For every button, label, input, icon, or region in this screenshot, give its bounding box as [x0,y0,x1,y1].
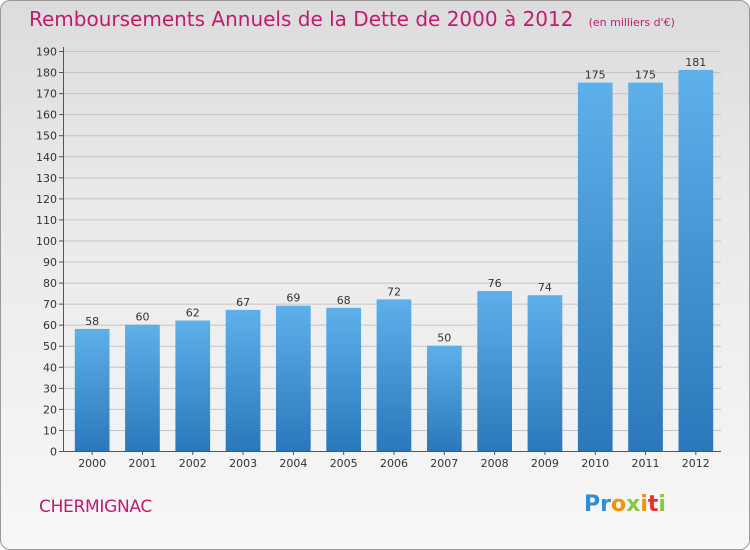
x-tick-label: 2006 [380,457,408,470]
y-tick-label: 150 [36,130,57,143]
x-tick-label: 2008 [481,457,509,470]
logo-letter: x [626,492,641,517]
bar-value-label: 175 [585,69,606,82]
x-tick-label: 2011 [632,457,660,470]
y-tick-label: 30 [43,382,57,395]
bar [175,320,211,451]
x-tick-label: 2001 [129,457,157,470]
bar-value-label: 74 [538,281,552,294]
x-tick-label: 2005 [330,457,358,470]
logo-letter: i [640,492,648,517]
axes: 0 10 20 30 40 50 60 70 80 90 100 110 120 130 140 150 160… [36,46,721,470]
x-tick-label: 2003 [229,457,257,470]
y-tick-label: 180 [36,67,57,80]
y-tick-label: 0 [50,446,57,459]
y-tick-label: 70 [43,298,57,311]
y-tick-label: 170 [36,88,57,101]
y-tick-label: 50 [43,340,57,353]
bar-value-label: 69 [286,292,300,305]
bar [276,305,311,451]
x-tick-label: 2012 [682,457,710,470]
bar-value-label: 50 [437,332,451,345]
data-labels: 58 60 62 67 69 68 72 50 76 74 175 175 181 [85,56,706,345]
bar-value-label: 67 [236,296,250,309]
x-tick-label: 2004 [279,457,307,470]
bar-value-label: 175 [635,69,656,82]
bar-value-label: 62 [186,307,200,320]
proxiti-logo: Proxiti [584,492,666,517]
y-tick-label: 10 [43,424,57,437]
y-tick-label: 160 [36,109,57,122]
bar [577,82,613,451]
y-tick-label: 130 [36,172,57,185]
y-tick-label: 110 [36,214,57,227]
bar-value-label: 60 [136,311,150,324]
bar-value-label: 181 [685,56,706,69]
bar [125,324,160,451]
y-tick-label: 20 [43,403,57,416]
y-tick-label: 140 [36,151,57,164]
y-tick-label: 100 [36,235,57,248]
y-tick-label: 40 [43,361,57,374]
bar-value-label: 58 [85,315,99,328]
bar [326,307,361,451]
chart-title-row: Remboursements Annuels de la Dette de 20… [29,7,675,31]
bars [74,69,714,452]
logo-letter: t [647,492,659,517]
y-tick-label: 190 [36,46,57,59]
bar [225,309,261,451]
bar [678,69,714,452]
logo-letter: o [610,492,627,517]
bar-value-label: 68 [337,294,351,307]
chart-title: Remboursements Annuels de la Dette de 20… [29,7,574,31]
logo-letter: P [584,492,601,517]
bar [376,299,412,451]
y-tick-label: 90 [43,256,57,269]
x-tick-label: 2010 [581,457,609,470]
logo-letter: r [600,492,611,517]
commune-name: CHERMIGNAC [39,497,152,517]
bar [477,291,512,451]
bar [74,328,110,451]
bar [527,295,563,451]
x-tick-label: 2000 [78,457,106,470]
y-tick-label: 80 [43,277,57,290]
bar [628,82,663,451]
bar-value-label: 76 [488,277,502,290]
bar-value-label: 72 [387,285,401,298]
y-tick-label: 60 [43,319,57,332]
x-tick-label: 2007 [430,457,458,470]
x-tick-label: 2009 [531,457,559,470]
chart-subtitle: (en milliers d'€) [588,16,675,29]
logo-letter: i [658,492,666,517]
x-tick-label: 2002 [179,457,207,470]
bar [427,345,462,451]
y-tick-label: 120 [36,193,57,206]
